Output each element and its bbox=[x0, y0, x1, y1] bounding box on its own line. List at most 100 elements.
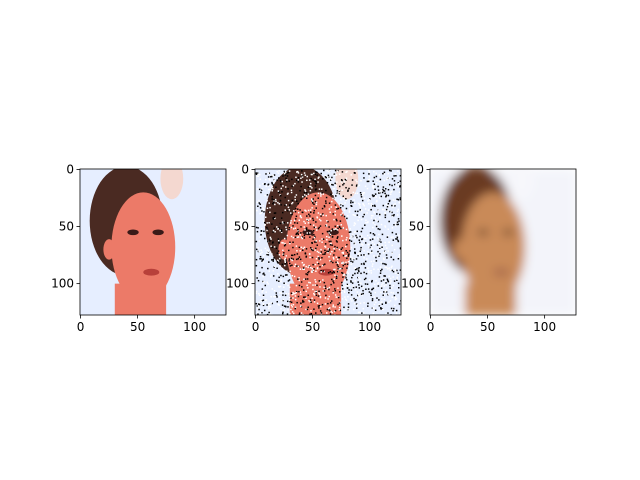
noise bbox=[367, 221, 369, 223]
noise bbox=[398, 254, 401, 256]
noise bbox=[381, 297, 383, 300]
noise bbox=[282, 290, 284, 293]
noise bbox=[338, 189, 341, 191]
noise bbox=[331, 278, 333, 281]
noise bbox=[255, 248, 258, 251]
noise bbox=[373, 255, 375, 257]
noise bbox=[337, 224, 339, 227]
noise bbox=[360, 293, 363, 295]
image-content bbox=[255, 169, 401, 315]
noise bbox=[260, 300, 263, 302]
noise bbox=[378, 174, 380, 176]
noise bbox=[371, 241, 374, 244]
noise bbox=[307, 271, 309, 274]
noise bbox=[385, 291, 388, 293]
noise bbox=[277, 190, 280, 192]
noise bbox=[308, 270, 310, 273]
noise bbox=[296, 200, 298, 202]
noise bbox=[352, 274, 354, 276]
noise bbox=[345, 186, 347, 189]
noise bbox=[331, 183, 333, 186]
noise bbox=[291, 259, 293, 262]
hair-light bbox=[335, 169, 359, 200]
noise bbox=[280, 204, 282, 206]
noise bbox=[283, 244, 286, 247]
noise bbox=[322, 214, 325, 216]
noise bbox=[325, 294, 327, 297]
noise bbox=[368, 175, 371, 178]
noise bbox=[363, 271, 365, 274]
noise bbox=[376, 297, 378, 299]
axes-frame bbox=[254, 168, 402, 316]
noise bbox=[327, 298, 329, 300]
noise bbox=[363, 263, 365, 266]
noise bbox=[257, 307, 259, 310]
noise bbox=[295, 208, 297, 210]
noise bbox=[256, 209, 258, 212]
noise bbox=[313, 308, 315, 310]
noise bbox=[319, 213, 322, 216]
noise bbox=[345, 239, 348, 241]
noise bbox=[396, 279, 398, 281]
noise bbox=[333, 258, 335, 260]
noise bbox=[384, 263, 386, 265]
y-tick-label: 50 bbox=[234, 220, 249, 234]
noise bbox=[317, 305, 320, 307]
noise bbox=[280, 231, 283, 234]
noise bbox=[292, 184, 295, 187]
noise bbox=[361, 227, 364, 230]
noise bbox=[262, 303, 265, 306]
noise bbox=[398, 201, 400, 204]
noise bbox=[388, 177, 390, 180]
noise bbox=[372, 306, 375, 309]
noise bbox=[335, 277, 338, 279]
noise bbox=[384, 250, 387, 253]
noise bbox=[315, 207, 318, 209]
noise bbox=[290, 235, 293, 238]
noise bbox=[319, 296, 322, 299]
noise bbox=[384, 226, 387, 228]
noise bbox=[334, 225, 336, 228]
noise bbox=[291, 213, 293, 216]
noise bbox=[263, 237, 266, 240]
noise bbox=[256, 188, 259, 190]
noise bbox=[260, 299, 262, 301]
noise bbox=[387, 293, 390, 295]
noise bbox=[287, 293, 290, 295]
noise bbox=[256, 175, 258, 178]
noise bbox=[398, 303, 401, 305]
noise bbox=[332, 305, 334, 308]
noise bbox=[361, 312, 363, 314]
noise bbox=[348, 211, 351, 213]
noise bbox=[396, 238, 398, 240]
noise bbox=[386, 236, 389, 238]
noise bbox=[387, 279, 389, 282]
noise bbox=[260, 212, 263, 214]
noise bbox=[371, 298, 374, 300]
noise bbox=[397, 182, 400, 184]
noise bbox=[395, 224, 397, 227]
noise bbox=[370, 272, 373, 274]
noise bbox=[297, 236, 300, 238]
noise bbox=[304, 189, 306, 191]
noise bbox=[326, 170, 328, 172]
noise bbox=[366, 180, 369, 183]
noise bbox=[315, 240, 318, 242]
noise bbox=[312, 224, 315, 226]
axes-frame bbox=[79, 168, 227, 316]
noise bbox=[265, 178, 267, 181]
noise bbox=[354, 231, 357, 233]
image-panel bbox=[255, 169, 401, 315]
noise bbox=[393, 204, 395, 206]
noise bbox=[355, 258, 358, 260]
noise bbox=[345, 198, 347, 200]
noise bbox=[369, 239, 372, 241]
noise bbox=[395, 184, 397, 186]
noise bbox=[261, 288, 264, 290]
noise bbox=[281, 268, 284, 270]
noise bbox=[392, 236, 394, 238]
noise bbox=[307, 266, 309, 269]
noise bbox=[387, 250, 389, 252]
noise bbox=[347, 306, 350, 309]
noise bbox=[363, 212, 365, 215]
